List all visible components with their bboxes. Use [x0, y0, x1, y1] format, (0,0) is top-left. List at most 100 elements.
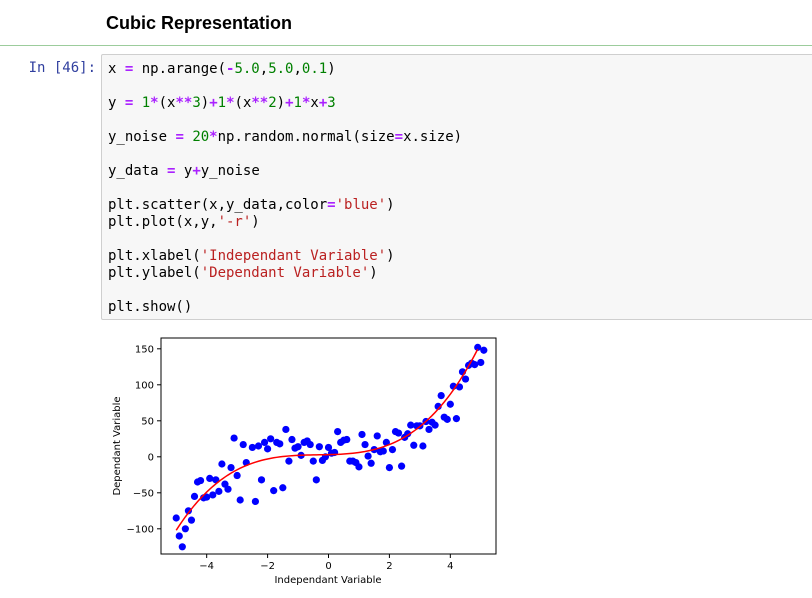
scatter-point — [239, 440, 247, 449]
y-tick-label: −50 — [133, 488, 154, 499]
code-token: ) — [386, 197, 395, 213]
code-token: np.random.normal(size — [217, 129, 395, 145]
code-token: y — [108, 95, 125, 111]
code-token: x — [310, 95, 319, 111]
code-token: + — [192, 163, 201, 179]
code-line — [108, 146, 462, 163]
code-token: y_data — [108, 163, 168, 179]
code-token: = — [167, 163, 176, 179]
code-token: + — [318, 95, 328, 111]
scatter-point — [364, 452, 372, 460]
code-token: - — [226, 61, 235, 77]
code-token: y_noise — [200, 163, 260, 179]
code-token: np.arange( — [133, 61, 227, 77]
scatter-point — [294, 443, 302, 451]
scatter-point — [190, 492, 199, 500]
code-token: 'Independant Variable' — [200, 248, 387, 264]
scatter-point — [471, 361, 479, 369]
x-axis-label: Independant Variable — [274, 575, 381, 586]
scatter-point — [455, 383, 464, 391]
code-token: plt.plot(x,y, — [108, 214, 218, 230]
scatter-point — [206, 474, 214, 482]
code-editor[interactable]: x = np.arange(-5.0,5.0,0.1) y = 1*(x**3)+… — [108, 61, 462, 316]
fit-line — [175, 348, 479, 531]
scatter-point — [254, 442, 263, 450]
scatter-point — [312, 476, 320, 484]
code-token: x.size) — [403, 129, 463, 145]
code-token: y — [175, 163, 193, 179]
scatter-point — [251, 497, 260, 506]
code-token: 0.1 — [301, 61, 328, 77]
code-token: = — [175, 129, 184, 145]
scatter-point — [461, 375, 470, 383]
scatter-point — [267, 435, 275, 443]
scatter-point — [306, 440, 314, 449]
code-token: = — [394, 129, 404, 145]
code-token: ) — [251, 214, 260, 230]
x-tick-label: −4 — [199, 561, 214, 572]
cell-divider — [0, 45, 812, 46]
scatter-point — [288, 435, 296, 444]
scatter-point — [181, 525, 189, 533]
scatter-point — [358, 430, 366, 439]
code-token — [133, 95, 141, 111]
scatter-point — [263, 445, 272, 453]
scatter-point — [172, 514, 180, 522]
scatter-point — [209, 491, 217, 499]
code-token: (x — [158, 95, 176, 111]
scatter-point — [474, 343, 482, 351]
scatter-point — [282, 425, 290, 434]
code-token: 1 — [293, 95, 302, 111]
scatter-point — [178, 543, 186, 551]
scatter-point — [215, 487, 223, 495]
scatter-point — [270, 487, 278, 495]
scatter-point — [361, 440, 369, 449]
code-line — [108, 282, 462, 299]
scatter-point — [248, 443, 256, 452]
y-tick-label: 0 — [148, 452, 154, 463]
scatter-point — [419, 442, 427, 450]
cubic-scatter-plot: −4 −2 0 2 4 −100 −50 0 50 100 150 Independant Vari… — [112, 337, 497, 586]
code-token: ) — [386, 248, 395, 264]
y-tick-label: −100 — [127, 524, 154, 535]
code-line: plt.show() — [108, 299, 462, 316]
code-line: plt.ylabel('Dependant Variable') — [108, 265, 462, 282]
code-token: 3 — [192, 95, 201, 111]
y-tick-label: 150 — [135, 344, 154, 355]
x-tick-label: 0 — [325, 561, 331, 572]
code-line: x = np.arange(-5.0,5.0,0.1) — [108, 61, 462, 78]
x-tick-label: 4 — [447, 561, 453, 572]
code-line: y = 1*(x**3)+1*(x**2)+1*x+3 — [108, 95, 462, 112]
code-token: 5.0 — [268, 61, 294, 77]
code-token: * — [150, 95, 159, 111]
code-token: , — [259, 61, 269, 77]
x-tick-label: −2 — [260, 561, 275, 572]
scatter-point — [276, 440, 284, 448]
y-tick-label: 100 — [135, 380, 154, 391]
scatter-point — [382, 438, 390, 446]
code-cell[interactable]: x = np.arange(-5.0,5.0,0.1) y = 1*(x**3)+… — [101, 54, 812, 320]
code-token: * — [301, 95, 311, 111]
code-token: 5.0 — [234, 61, 260, 77]
scatter-point — [236, 496, 244, 504]
code-token: ) — [369, 265, 378, 281]
scatter-point — [437, 392, 445, 400]
code-line — [108, 78, 462, 95]
code-line: plt.xlabel('Independant Variable') — [108, 248, 462, 265]
scatter-point — [394, 429, 403, 437]
code-token: ** — [251, 95, 269, 111]
input-prompt: In [46]: — [28, 60, 96, 76]
scatter-point — [203, 493, 211, 501]
y-tick-label: 50 — [141, 416, 154, 427]
code-token: (x — [234, 95, 252, 111]
code-token: y_noise — [108, 129, 176, 145]
scatter-point — [446, 400, 454, 408]
scatter-point — [410, 441, 418, 449]
code-line: plt.plot(x,y,'-r') — [108, 214, 462, 231]
scatter-point — [309, 457, 317, 465]
code-line: plt.scatter(x,y_data,color='blue') — [108, 197, 462, 214]
code-token: 2 — [268, 95, 277, 111]
scatter-point — [196, 476, 205, 485]
code-token: * — [209, 129, 218, 145]
scatter-point — [324, 443, 333, 452]
